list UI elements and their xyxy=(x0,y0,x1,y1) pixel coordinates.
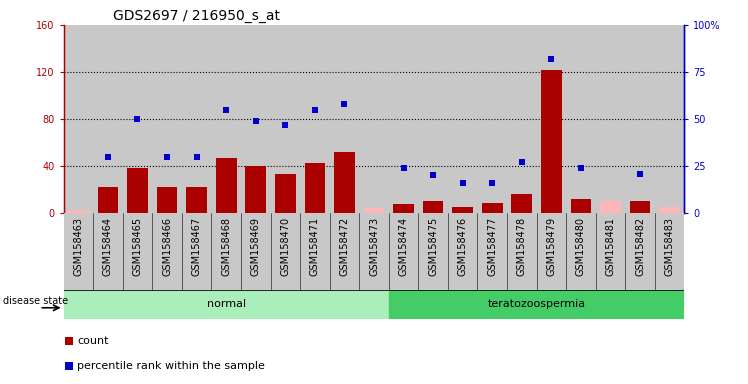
Bar xyxy=(241,213,271,290)
Text: GSM158474: GSM158474 xyxy=(399,217,408,276)
Bar xyxy=(595,213,625,290)
Bar xyxy=(123,25,153,213)
Bar xyxy=(127,169,148,213)
Bar xyxy=(94,25,123,213)
Text: GSM158470: GSM158470 xyxy=(280,217,290,276)
Text: normal: normal xyxy=(206,299,246,310)
Bar xyxy=(600,201,621,213)
Bar xyxy=(482,202,503,213)
Bar xyxy=(241,25,271,213)
Bar xyxy=(389,213,418,290)
Text: GSM158478: GSM158478 xyxy=(517,217,527,276)
Text: disease state: disease state xyxy=(3,296,68,306)
Bar xyxy=(182,213,212,290)
Bar xyxy=(334,152,355,213)
Text: GSM158483: GSM158483 xyxy=(665,217,675,276)
Bar xyxy=(418,213,448,290)
Bar xyxy=(330,25,359,213)
Bar xyxy=(245,166,266,213)
Bar xyxy=(304,162,325,213)
Bar xyxy=(659,207,680,213)
Text: GSM158481: GSM158481 xyxy=(606,217,616,276)
Text: percentile rank within the sample: percentile rank within the sample xyxy=(77,361,265,371)
Text: GSM158464: GSM158464 xyxy=(103,217,113,276)
Text: GSM158466: GSM158466 xyxy=(162,217,172,276)
Bar xyxy=(64,291,389,318)
Text: GSM158467: GSM158467 xyxy=(191,217,202,276)
Bar xyxy=(212,213,241,290)
Bar xyxy=(507,25,536,213)
Bar xyxy=(64,213,94,290)
Bar xyxy=(389,25,418,213)
Bar xyxy=(625,213,654,290)
Text: GSM158468: GSM158468 xyxy=(221,217,231,276)
Bar xyxy=(216,158,236,213)
Bar xyxy=(300,213,330,290)
Bar xyxy=(359,213,389,290)
Text: GSM158465: GSM158465 xyxy=(132,217,142,276)
Bar xyxy=(275,174,295,213)
Text: GSM158473: GSM158473 xyxy=(369,217,379,276)
Text: GSM158475: GSM158475 xyxy=(428,217,438,276)
Bar xyxy=(477,213,507,290)
Bar xyxy=(595,25,625,213)
Bar xyxy=(330,213,359,290)
Bar xyxy=(418,25,448,213)
Bar xyxy=(654,213,684,290)
Bar xyxy=(389,291,684,318)
Bar xyxy=(536,25,566,213)
Text: GSM158482: GSM158482 xyxy=(635,217,645,276)
Bar xyxy=(94,213,123,290)
Bar xyxy=(123,213,153,290)
Text: GSM158476: GSM158476 xyxy=(458,217,468,276)
Bar xyxy=(453,207,473,213)
Bar xyxy=(536,213,566,290)
Bar xyxy=(566,25,595,213)
Bar xyxy=(300,25,330,213)
Bar xyxy=(97,187,118,213)
Bar xyxy=(153,213,182,290)
Text: GDS2697 / 216950_s_at: GDS2697 / 216950_s_at xyxy=(113,8,280,23)
Bar xyxy=(512,194,532,213)
Text: GSM158463: GSM158463 xyxy=(73,217,83,276)
Bar xyxy=(212,25,241,213)
Bar xyxy=(271,25,300,213)
Text: GSM158471: GSM158471 xyxy=(310,217,320,276)
Bar xyxy=(541,70,562,213)
Bar xyxy=(625,25,654,213)
Bar xyxy=(153,25,182,213)
Bar xyxy=(448,213,477,290)
Text: GSM158480: GSM158480 xyxy=(576,217,586,276)
Bar xyxy=(271,213,300,290)
Bar xyxy=(654,25,684,213)
Bar xyxy=(64,25,94,213)
Text: teratozoospermia: teratozoospermia xyxy=(488,299,586,310)
Bar xyxy=(156,187,177,213)
Bar xyxy=(364,209,384,213)
Bar xyxy=(182,25,212,213)
Text: count: count xyxy=(77,336,108,346)
Bar xyxy=(393,204,414,213)
Bar xyxy=(186,187,207,213)
Bar xyxy=(507,213,536,290)
Text: GSM158479: GSM158479 xyxy=(546,217,557,276)
Bar xyxy=(448,25,477,213)
Bar xyxy=(359,25,389,213)
Text: GSM158472: GSM158472 xyxy=(340,217,349,276)
Bar xyxy=(477,25,507,213)
Bar xyxy=(68,210,89,213)
Text: GSM158477: GSM158477 xyxy=(487,217,497,276)
Bar xyxy=(630,201,651,213)
Bar xyxy=(423,201,444,213)
Bar xyxy=(566,213,595,290)
Text: GSM158469: GSM158469 xyxy=(251,217,261,276)
Bar xyxy=(571,199,591,213)
